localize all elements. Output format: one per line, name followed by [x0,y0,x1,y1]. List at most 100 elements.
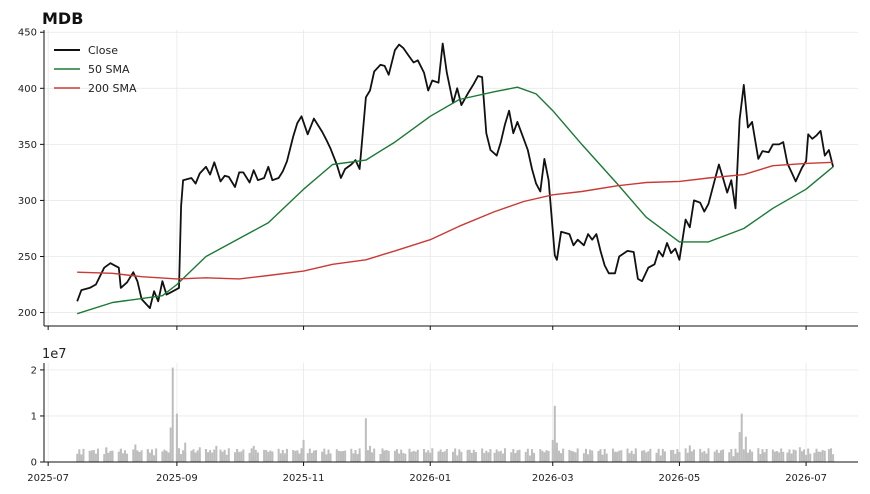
volume-bar [396,449,399,462]
volume-bar [495,449,498,462]
volume-bar [489,449,492,462]
volume-bar [819,451,822,462]
volume-bar [385,449,388,462]
price-y-tick-label: 300 [18,196,37,207]
volume-bar [171,367,174,462]
volume-bar [813,452,816,462]
volume-x-tick-label: 2026-01 [409,473,451,484]
volume-bar [387,450,390,462]
volume-bar [339,451,342,462]
volume-bar [327,449,330,462]
volume-x-tick-label: 2026-05 [659,473,701,484]
volume-bar [616,453,619,462]
volume-bar [555,442,558,462]
volume-bar [481,448,484,462]
volume-bar [96,448,99,462]
volume-bar [117,451,120,462]
volume-bar [423,448,426,462]
volume-bar [541,450,544,462]
price-y-tick-label: 450 [18,28,37,39]
volume-bar [236,448,239,462]
volume-bar [269,450,272,462]
volume-bar [153,455,156,462]
volume-bar [576,448,579,462]
volume-gridlines [44,363,858,463]
volume-bar [551,439,554,462]
volume-x-ticks: 2025-07 2025-09 2025-11 2026-01 2026-03 2026-… [27,462,827,484]
volume-bar [645,452,648,462]
volume-bar [717,452,720,462]
volume-bar [184,442,187,462]
volume-bar [584,448,587,462]
volume-bar [765,448,768,462]
volume-bar [757,448,760,462]
volume-bar [751,451,754,462]
volume-bar [562,448,565,462]
volume-bar [707,451,710,462]
volume-bar [298,453,301,462]
volume-bar [512,453,515,462]
price-y-tick-label: 200 [18,308,37,319]
volume-bar [256,452,259,462]
volume-bar [277,448,280,462]
price-x-ticks [47,326,807,330]
volume-bar [574,452,577,462]
volume-bar [782,451,785,462]
volume-bar [105,447,108,462]
volume-bar [296,450,299,462]
volume-bar [165,450,168,462]
volume-bar [732,456,735,462]
volume-bar [472,454,475,462]
volume-bar [663,451,666,462]
volume-bar [292,450,295,462]
volume-bar [659,455,662,462]
volume-bar [213,449,216,462]
volume-bar [412,450,415,462]
volume-bar [655,452,658,462]
volume-bar [329,453,332,462]
volume-bar [483,452,486,462]
volume-bar [713,451,716,462]
volume-bar [225,454,228,462]
volume-bar [722,452,725,462]
volume-bar [443,451,446,462]
volume-bar [686,452,689,462]
volume-bar [132,449,135,462]
volume-bar [730,448,733,462]
volume-bar [393,450,396,462]
volume-x-tick-label: 2025-07 [27,473,69,484]
volume-bar [805,454,808,462]
volume-bar [175,413,178,462]
volume-bar [352,453,355,462]
volume-bar [308,448,311,462]
volume-y-ticks: 0 1 2 [31,365,44,469]
volume-bar [632,453,635,462]
volume-bar [402,452,405,462]
volume-bar [470,452,473,462]
volume-bar [601,454,604,462]
volume-bar [369,445,372,462]
volume-bar [169,427,172,462]
volume-bar [553,405,556,462]
volume-bar [670,450,673,462]
volume-bar [429,452,432,462]
volume-bar [281,449,284,462]
volume-bar [628,453,631,462]
volume-bar [234,452,237,462]
volume-x-tick-label: 2026-07 [785,473,827,484]
volume-bar [763,452,766,462]
volume-bar [827,449,830,462]
volume-bar [749,449,752,462]
volume-bar [742,449,745,462]
volume-panel: 1e7 0 1 2 2025-07 2025-09 2025-11 2026-01 2026… [27,347,858,484]
legend-label: Close [88,44,118,57]
volume-bar [815,448,818,462]
volume-bar [198,447,201,462]
volume-bar [719,450,722,462]
volume-bar [354,450,357,462]
volume-bar [524,451,527,462]
volume-x-tick-label: 2026-03 [532,473,574,484]
volume-exponent-label: 1e7 [42,347,67,362]
price-y-tick-label: 400 [18,84,37,95]
series-line-50-sma [76,86,834,315]
